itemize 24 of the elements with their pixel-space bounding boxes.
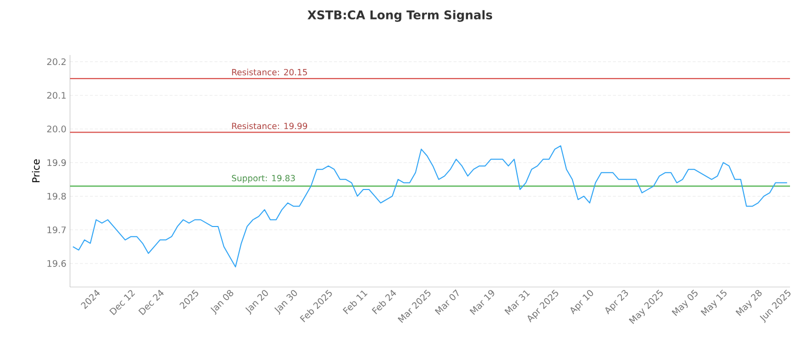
x-tick-label: Dec 12 <box>109 290 136 316</box>
x-tick-label: Apr 23 <box>605 290 628 314</box>
x-tick-label: Feb 11 <box>342 290 368 314</box>
ref-line-label: Resistance: 20.15 <box>232 68 307 76</box>
x-tick-label: Mar 31 <box>504 290 530 315</box>
x-tick-label: Jan 08 <box>210 290 234 315</box>
y-tick-label: 20.2 <box>47 58 66 66</box>
chart-title: XSTB:CA Long Term Signals <box>308 10 492 22</box>
y-tick-label: 19.9 <box>48 159 66 166</box>
x-tick-label: Dec 24 <box>138 290 164 316</box>
y-tick-label: 19.7 <box>48 226 66 234</box>
ref-line-label: Support: 19.83 <box>232 174 295 183</box>
y-tick-label: 19.6 <box>48 260 66 267</box>
y-tick-label: 20.1 <box>47 92 66 99</box>
ref-line-label: Resistance: 19.99 <box>232 122 308 130</box>
x-tick-label: Apr 10 <box>570 290 594 314</box>
y-axis-title: Price <box>32 159 40 182</box>
x-tick-label: Feb 24 <box>372 290 396 314</box>
x-tick-label: Jan 30 <box>274 290 297 315</box>
y-tick-label: 20.0 <box>47 126 66 132</box>
x-tick-label: Mar 19 <box>470 290 494 315</box>
y-tick-label: 19.8 <box>48 192 66 200</box>
x-tick-label: Mar 07 <box>434 289 459 315</box>
x-tick-label: Jan 20 <box>245 290 268 315</box>
